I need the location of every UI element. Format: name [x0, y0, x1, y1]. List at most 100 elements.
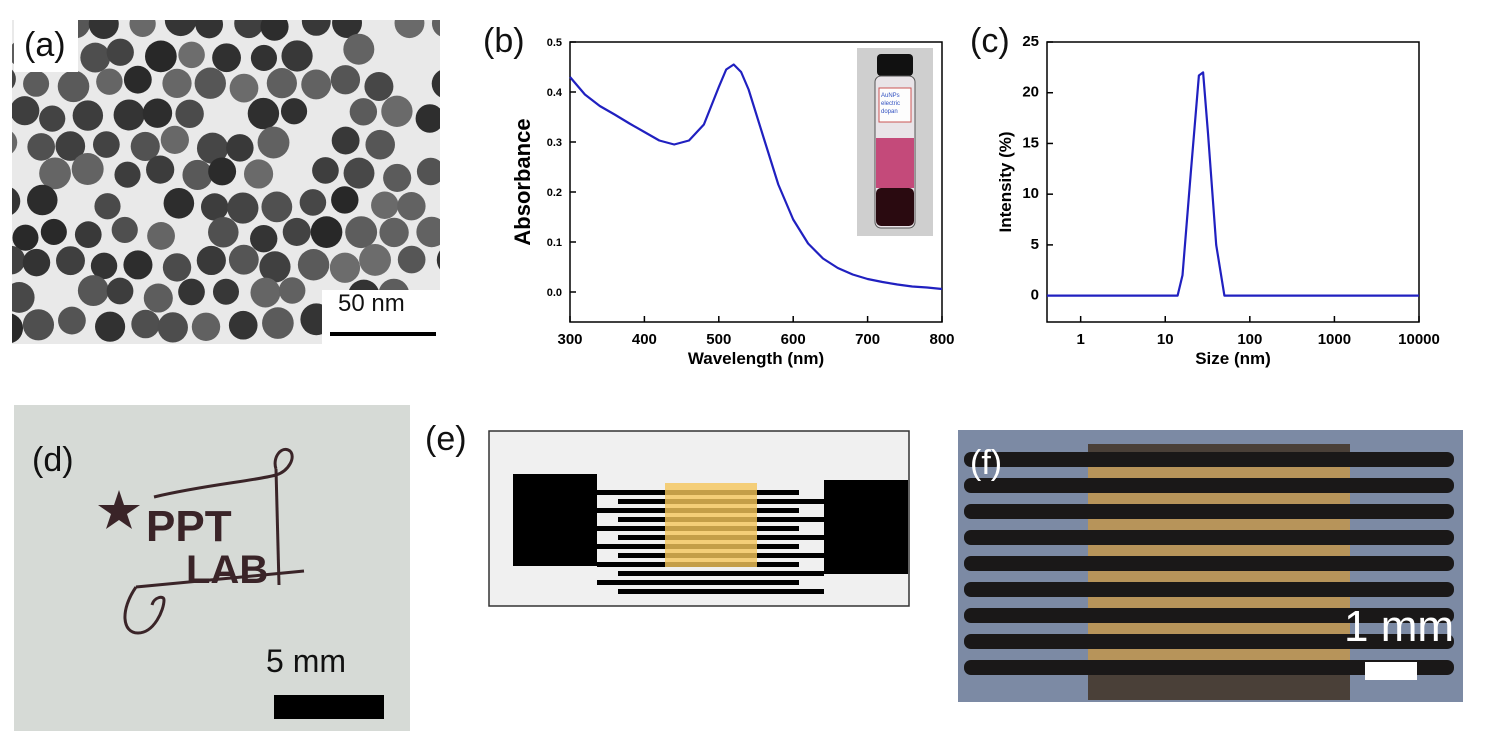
nanoparticle [228, 310, 258, 340]
electrode-line [964, 634, 1454, 649]
x-tick-label: 600 [781, 331, 806, 348]
nanoparticle [331, 186, 359, 214]
y-tick-label: 10 [1022, 185, 1039, 202]
series-line [569, 63, 943, 291]
nanoparticle [12, 282, 35, 313]
panel-d-scale-bar [274, 695, 384, 719]
nanoparticle [416, 157, 440, 186]
y-tick-label: 5 [1031, 236, 1039, 253]
nanoparticle [415, 104, 440, 133]
nanoparticle [436, 250, 440, 270]
y-tick-label: 0.1 [547, 237, 562, 249]
nanoparticle [331, 126, 360, 155]
aunp-stripe [1088, 519, 1350, 530]
nanoparticle [143, 283, 173, 313]
panel-f-label: (f) [970, 444, 1003, 482]
nanoparticle [123, 65, 152, 94]
nanoparticle [96, 68, 123, 95]
nanoparticle [106, 277, 134, 305]
nanoparticle [383, 163, 412, 192]
nanoparticle [40, 218, 67, 245]
nanoparticle [310, 216, 343, 248]
panel-a-label: (a) [24, 26, 66, 64]
nanoparticle [22, 309, 55, 341]
nanoparticle [194, 67, 226, 99]
nanoparticle [330, 65, 361, 95]
nanoparticle [90, 252, 118, 280]
series-line [1047, 71, 1419, 297]
y-tick-label: 25 [1022, 33, 1039, 50]
right-finger [618, 589, 824, 594]
x-tick-label: 1000 [1318, 331, 1351, 348]
nanoparticle [178, 278, 205, 306]
nanoparticle [299, 189, 327, 216]
nanoparticle [196, 132, 229, 164]
nanoparticle [243, 159, 274, 189]
panel-f: 1 mm (f) [958, 430, 1463, 702]
nanoparticle [343, 157, 375, 189]
electrode-line [964, 582, 1454, 597]
nanoparticle [301, 20, 331, 36]
nanoparticle [195, 20, 224, 39]
nanoparticle [191, 312, 221, 342]
panel-e-label: (e) [425, 420, 467, 458]
nanoparticle [261, 191, 293, 223]
electrode-line [964, 504, 1454, 519]
nanoparticle [72, 100, 104, 131]
nanoparticle [297, 249, 330, 281]
nanoparticle [226, 134, 254, 162]
nanoparticle [12, 131, 18, 154]
x-tick-label: 1 [1076, 331, 1084, 348]
nanoparticle [234, 20, 264, 39]
nanoparticle [345, 216, 378, 249]
nanoparticle [329, 252, 361, 283]
x-tick-label: 800 [929, 331, 954, 348]
nanoparticle [379, 217, 409, 248]
nanoparticle [301, 69, 332, 100]
electrode-line [964, 660, 1454, 675]
nanoparticle [39, 157, 71, 190]
nanoparticle [257, 126, 290, 159]
vial-icon [874, 54, 916, 229]
nanoparticle [88, 20, 119, 39]
nanoparticle [250, 224, 278, 253]
nanoparticle [160, 125, 189, 155]
aunp-stripe [1088, 649, 1350, 660]
nanoparticle [162, 68, 192, 99]
nanoparticle [175, 99, 204, 129]
nanoparticle [349, 98, 378, 126]
nanoparticle [228, 244, 259, 275]
logo-lab-text: LAB [186, 548, 268, 592]
vial-inset: AuNPs electric dopan [857, 48, 933, 236]
panel-f-scale-label: 1 mm [1344, 602, 1454, 651]
star-icon [98, 490, 140, 529]
nanoparticle [12, 224, 39, 251]
x-tick-label: 500 [706, 331, 731, 348]
x-axis-label: Wavelength (nm) [688, 349, 824, 368]
nanoparticle [142, 98, 173, 128]
logo-ppt-text: PPT [146, 502, 232, 551]
nanoparticle [147, 222, 175, 250]
nanoparticle [123, 250, 153, 280]
x-tick-label: 10 [1157, 331, 1174, 348]
electrode-line [964, 608, 1454, 623]
electrode-line [964, 530, 1454, 545]
electrode-line [964, 556, 1454, 571]
nanoparticle [23, 70, 50, 97]
nanoparticle [95, 311, 126, 342]
nanoparticle [282, 217, 311, 246]
panel-d: PPT LAB 5 mm (d) [14, 405, 410, 731]
nanoparticle [266, 68, 297, 99]
left-finger [597, 580, 799, 585]
nanoparticle [250, 44, 278, 72]
nanoparticle [397, 245, 426, 274]
aunp-stripe [1088, 623, 1350, 634]
nanoparticle [162, 253, 192, 282]
nanoparticle [278, 277, 306, 304]
nanoparticle [227, 192, 259, 224]
nanoparticle [27, 184, 58, 216]
aunp-stripe [1088, 467, 1350, 478]
aunp-stripe [1088, 597, 1350, 608]
nanoparticle [178, 41, 205, 69]
nanoparticle [144, 40, 177, 73]
